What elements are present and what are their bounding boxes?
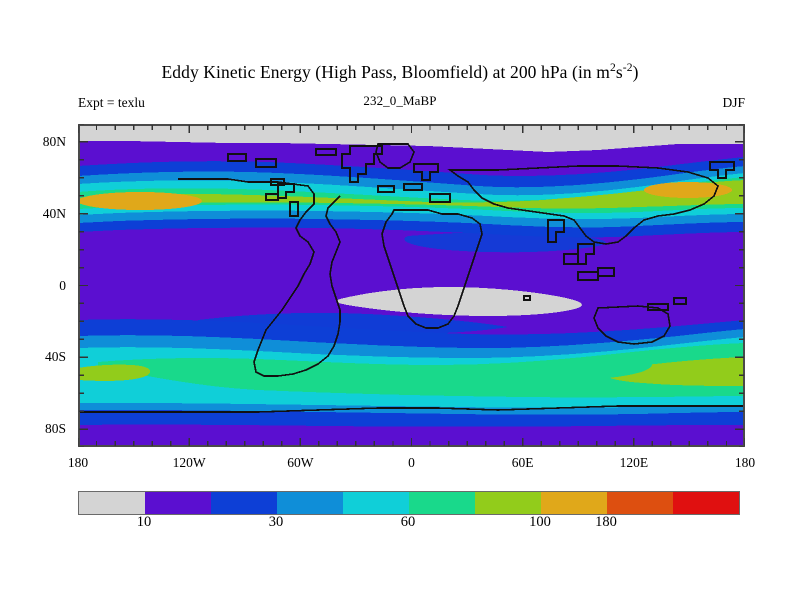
y-axis-tick-label: 0 — [59, 277, 66, 293]
colorbar-tick-label: 100 — [529, 514, 551, 530]
colorbar-segment[interactable] — [79, 492, 145, 514]
title-mid: s — [615, 62, 623, 82]
colorbar-segment[interactable] — [673, 492, 739, 514]
colorbar-tick-label: 180 — [595, 514, 617, 530]
experiment-label: Expt = texlu — [78, 95, 145, 110]
colorbar-segment[interactable] — [475, 492, 541, 514]
x-axis-tick-label: 0 — [408, 455, 415, 470]
colorbar-segment[interactable] — [211, 492, 277, 514]
coastline-layer — [78, 143, 745, 413]
title-text: Eddy Kinetic Energy (High Pass, Bloomfie… — [161, 62, 610, 82]
colorbar-segment[interactable] — [343, 492, 409, 514]
x-axis-tick-label: 180 — [734, 455, 756, 470]
colorbar[interactable] — [78, 491, 740, 515]
title-superscript-2: -2 — [622, 62, 633, 75]
colorbar-segment[interactable] — [277, 492, 343, 514]
x-axis-tick-label: 120W — [172, 455, 206, 470]
x-axis-tick-label: 60E — [511, 455, 534, 470]
colorbar-segment[interactable] — [607, 492, 673, 514]
colorbar-tick-label: 10 — [136, 514, 152, 530]
contour-fill-layer — [78, 124, 745, 447]
title-superscript-1: 2 — [609, 62, 616, 75]
colorbar-segment[interactable] — [145, 492, 211, 514]
colorbar-tick-label: 30 — [268, 514, 284, 530]
subtitle: 232_0_MaBP — [363, 93, 437, 108]
y-axis-tick-label: 80N — [42, 133, 66, 149]
y-axis-tick-label: 40N — [42, 205, 66, 221]
colorbar-tick-label: 60 — [400, 514, 416, 530]
title-end: ) — [632, 62, 639, 82]
x-axis-tick-label: 180 — [67, 455, 89, 470]
y-axis-tick-label: 80S — [44, 421, 66, 437]
colorbar-segment[interactable] — [541, 492, 607, 514]
y-axis-tick-label: 40S — [44, 349, 66, 365]
season-label: DJF — [722, 95, 745, 110]
contour-map-plot — [78, 124, 745, 447]
colorbar-segment[interactable] — [409, 492, 475, 514]
page-title: Eddy Kinetic Energy (High Pass, Bloomfie… — [0, 62, 800, 83]
x-axis-tick-label: 60W — [287, 455, 314, 470]
x-axis-tick-label: 120E — [619, 455, 649, 470]
axis-ticks — [78, 124, 745, 447]
